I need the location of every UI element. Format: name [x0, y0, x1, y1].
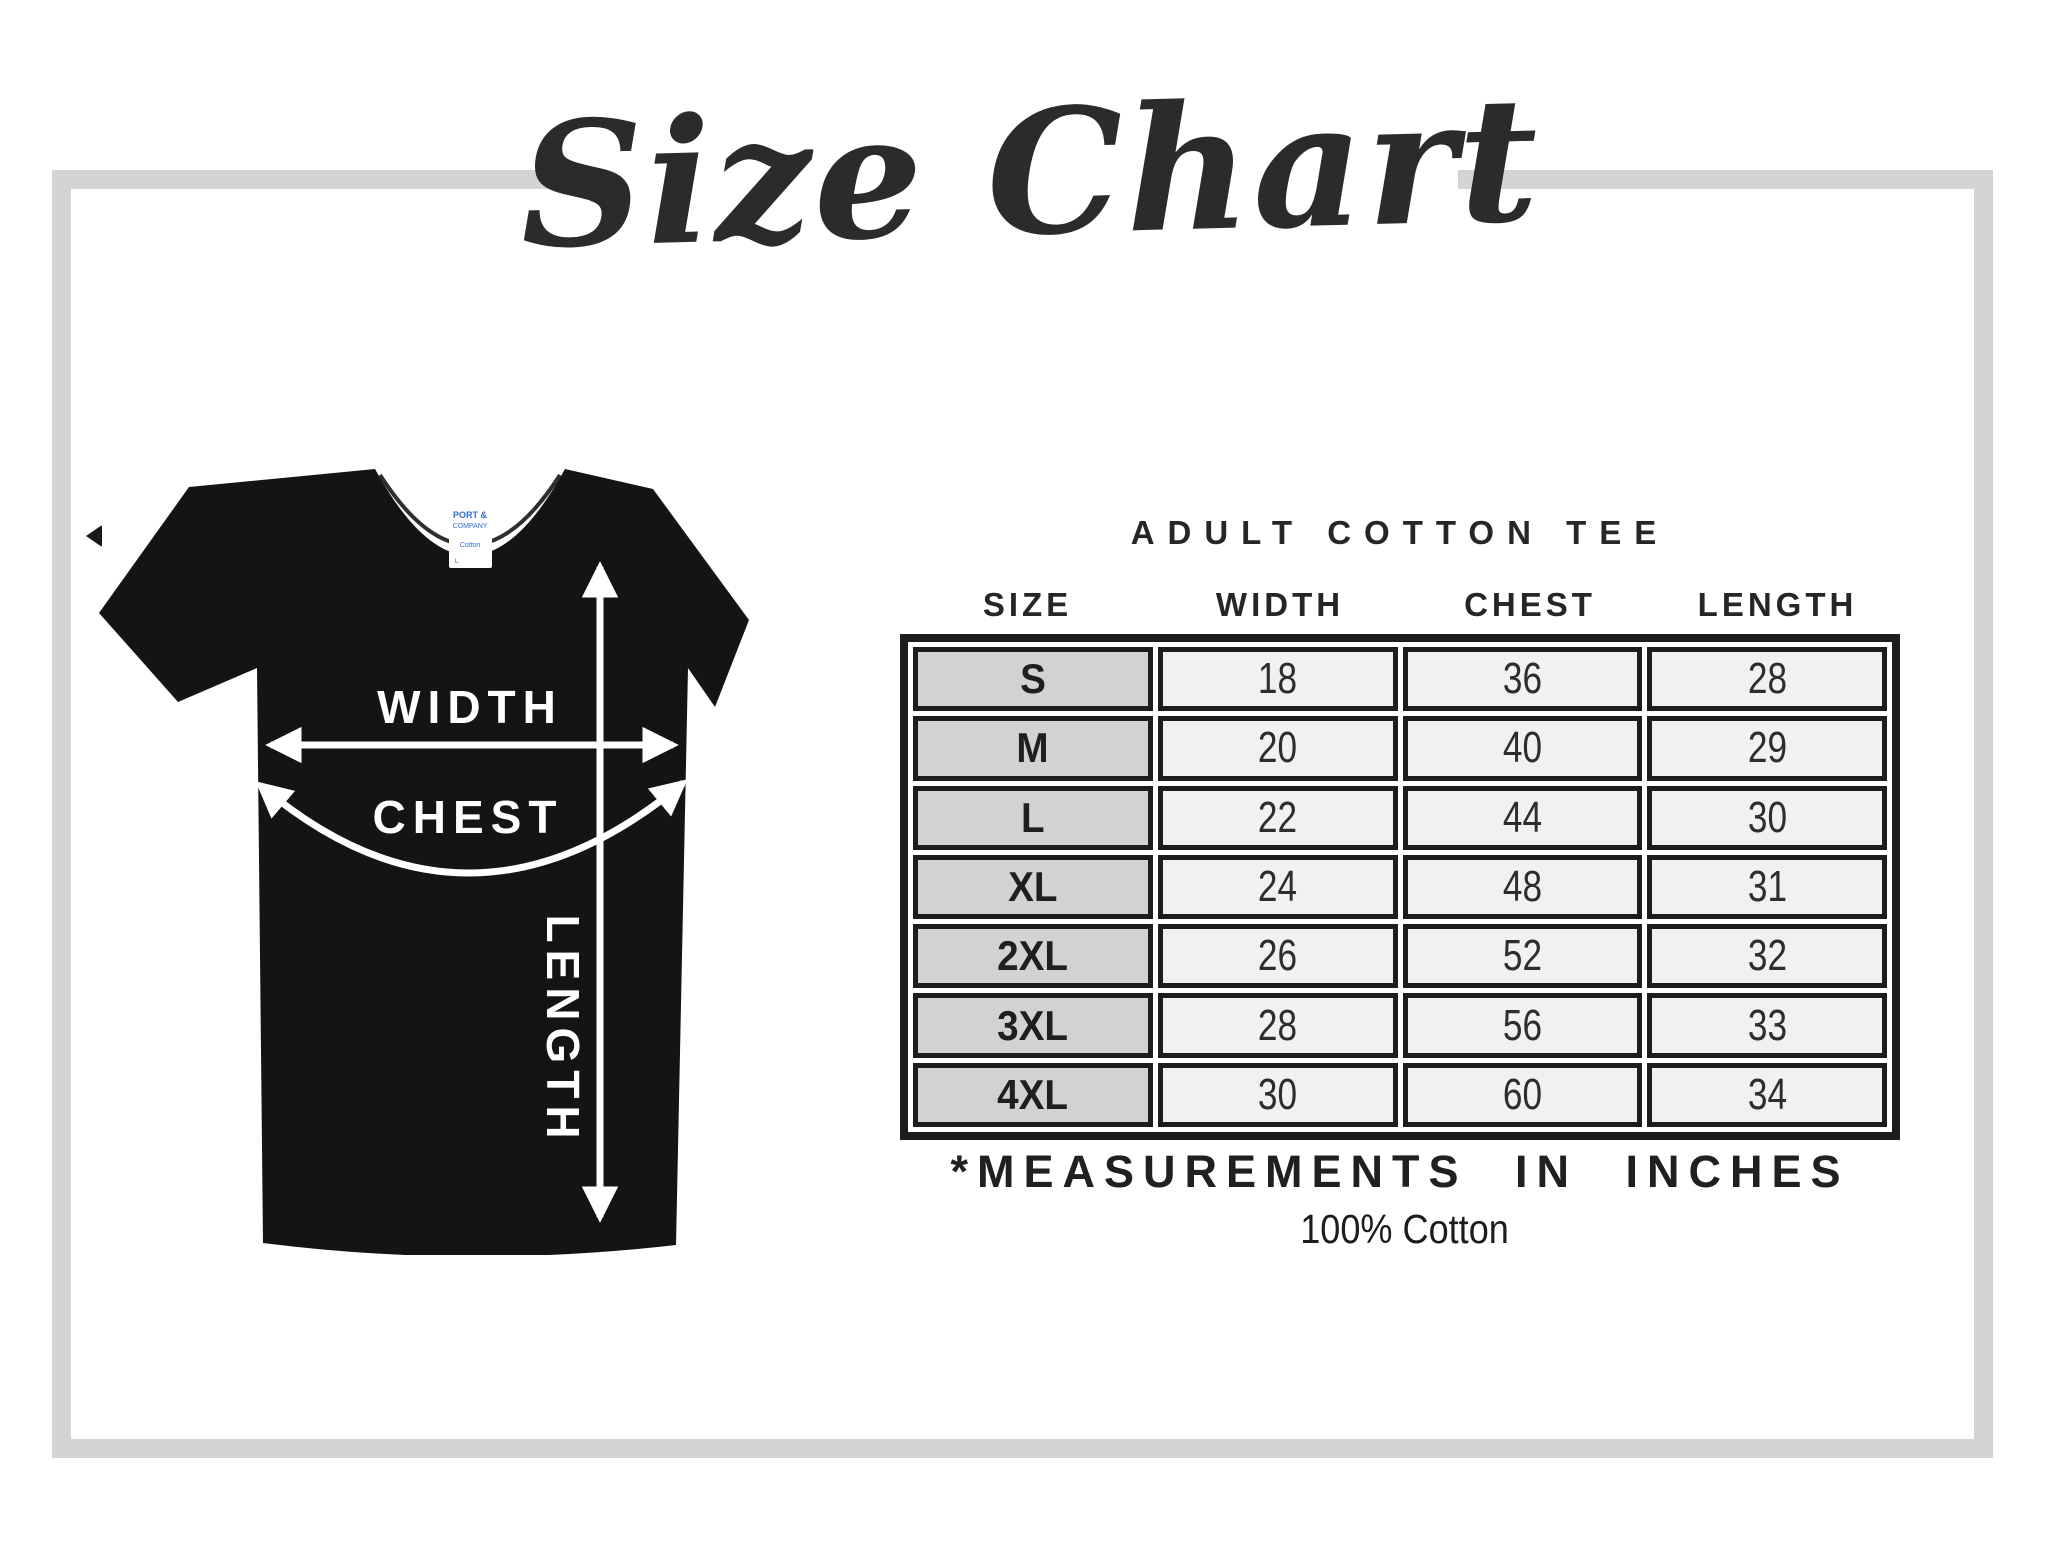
column-header-size: SIZE — [982, 586, 1073, 623]
length-cell: 33 — [1647, 993, 1887, 1058]
size-value: L — [1021, 793, 1045, 841]
chest-value: 36 — [1502, 654, 1542, 704]
table-row: M 20 40 29 — [913, 716, 1887, 781]
width-value: 18 — [1258, 654, 1298, 704]
chest-value: 60 — [1502, 1069, 1542, 1119]
width-cell: 24 — [1157, 854, 1398, 920]
chest-arrow — [255, 779, 688, 877]
size-table-frame: S 18 36 28 M 20 40 29 L 22 44 30 — [900, 634, 1900, 1140]
tag-brand-line1: PORT & — [453, 510, 488, 520]
width-cell: 20 — [1157, 716, 1398, 781]
size-value: 4XL — [997, 1070, 1069, 1118]
length-value: 34 — [1747, 1069, 1787, 1119]
tshirt-svg: PORT & COMPANY Cotton L WIDTH CHEST LENG… — [99, 469, 749, 1257]
size-cell: L — [913, 785, 1153, 850]
chest-cell: 36 — [1402, 647, 1643, 712]
measurements-footnote: *MEASUREMENTS IN INCHES — [950, 1146, 1850, 1197]
length-label: LENGTH — [537, 914, 589, 1145]
tshirt-diagram: PORT & COMPANY Cotton L WIDTH CHEST LENG… — [75, 455, 775, 1257]
column-header-chest: CHEST — [1464, 586, 1596, 623]
width-value: 28 — [1258, 1000, 1298, 1050]
width-value: 24 — [1258, 861, 1298, 911]
size-cell: 4XL — [913, 1062, 1153, 1127]
tag-brand-line2: COMPANY — [453, 523, 488, 530]
frame-title-gap — [600, 158, 1458, 204]
material-note: 100% Cotton — [905, 1206, 1905, 1253]
tag-size-letter: L — [455, 559, 459, 565]
length-cell: 32 — [1647, 924, 1887, 989]
length-value: 32 — [1747, 931, 1787, 981]
width-value: 22 — [1258, 792, 1298, 842]
chest-cell: 44 — [1402, 785, 1643, 850]
length-value: 29 — [1747, 723, 1787, 773]
length-value: 33 — [1747, 1000, 1787, 1050]
neck-tag: PORT & COMPANY Cotton L — [449, 501, 492, 568]
chest-value: 48 — [1502, 861, 1542, 911]
outer-frame — [52, 170, 1993, 1458]
length-cell: 28 — [1647, 647, 1887, 712]
tag-middle-line: Cotton — [460, 542, 481, 549]
chest-value: 52 — [1502, 931, 1542, 981]
table-row: 2XL 26 52 32 — [913, 924, 1887, 989]
width-label: WIDTH — [377, 681, 563, 733]
column-headers: SIZE WIDTH CHEST LENGTH — [900, 586, 1900, 624]
table-row: XL 24 48 31 — [913, 854, 1887, 920]
size-cell: M — [913, 716, 1153, 781]
length-cell: 31 — [1647, 854, 1887, 920]
chest-value: 40 — [1502, 723, 1542, 773]
table-row: L 22 44 30 — [913, 785, 1887, 850]
length-cell: 29 — [1647, 716, 1887, 781]
tshirt-silhouette — [99, 469, 749, 1257]
chest-cell: 52 — [1402, 924, 1643, 989]
size-value: XL — [1008, 862, 1058, 910]
width-value: 30 — [1258, 1069, 1298, 1119]
chest-value: 56 — [1502, 1000, 1542, 1050]
size-cell: 2XL — [913, 924, 1153, 989]
size-cell: S — [913, 647, 1153, 712]
size-value: S — [1019, 655, 1046, 703]
width-cell: 26 — [1157, 924, 1398, 989]
length-value: 30 — [1747, 792, 1787, 842]
width-cell: 22 — [1157, 785, 1398, 850]
length-value: 31 — [1747, 861, 1787, 911]
size-value: 3XL — [997, 1001, 1069, 1049]
size-table: S 18 36 28 M 20 40 29 L 22 44 30 — [908, 642, 1892, 1132]
size-value: M — [1016, 724, 1049, 772]
length-value: 28 — [1747, 654, 1787, 704]
width-value: 20 — [1258, 723, 1298, 773]
column-header-width: WIDTH — [1215, 586, 1345, 623]
column-header-length: LENGTH — [1697, 586, 1858, 623]
width-value: 26 — [1258, 931, 1298, 981]
width-cell: 28 — [1157, 993, 1398, 1058]
chest-cell: 56 — [1402, 993, 1643, 1058]
table-heading: ADULT COTTON TEE — [1130, 514, 1670, 551]
chest-cell: 60 — [1402, 1062, 1643, 1127]
table-row: S 18 36 28 — [913, 647, 1887, 712]
chest-value: 44 — [1502, 792, 1542, 842]
size-cell: 3XL — [913, 993, 1153, 1058]
width-cell: 18 — [1157, 647, 1398, 712]
size-cell: XL — [913, 854, 1153, 920]
material-text: 100% Cotton — [1300, 1206, 1510, 1252]
chest-cell: 48 — [1402, 854, 1643, 920]
chest-label: CHEST — [373, 791, 564, 843]
table-row: 3XL 28 56 33 — [913, 993, 1887, 1058]
length-cell: 34 — [1647, 1062, 1887, 1127]
left-arrowhead-artifact — [86, 525, 102, 547]
table-row: 4XL 30 60 34 — [913, 1062, 1887, 1127]
length-cell: 30 — [1647, 785, 1887, 850]
chest-cell: 40 — [1402, 716, 1643, 781]
size-value: 2XL — [997, 932, 1069, 980]
width-cell: 30 — [1157, 1062, 1398, 1127]
